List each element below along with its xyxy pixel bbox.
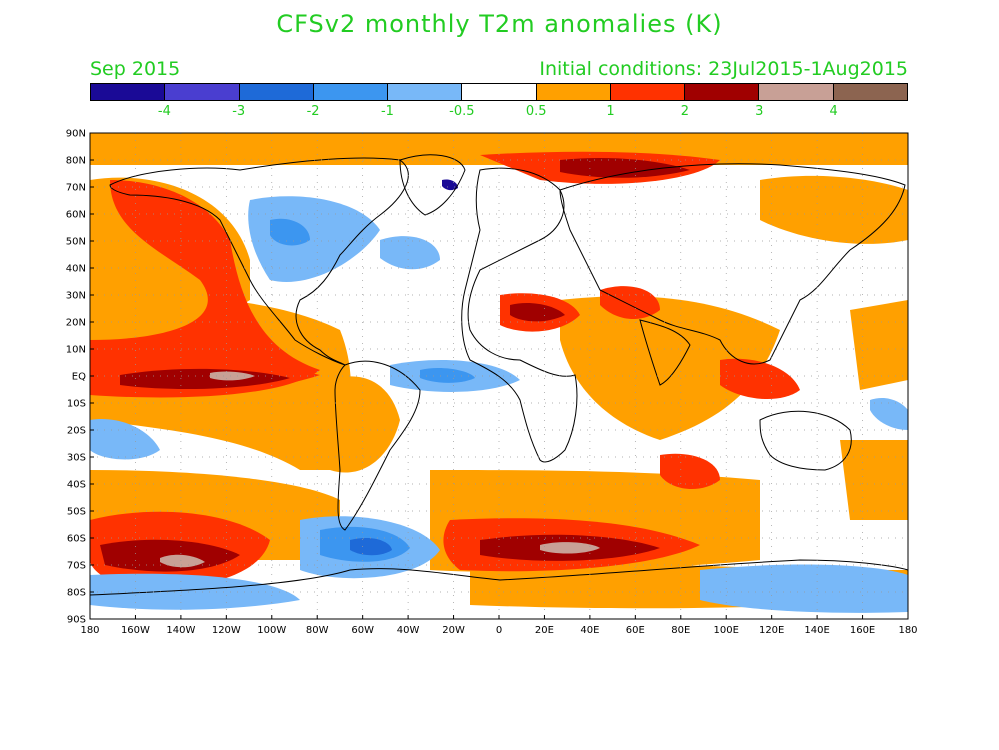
longitude-label: 60E (626, 625, 645, 636)
longitude-label: 180 (898, 625, 917, 636)
legend-swatch (685, 84, 760, 100)
latitude-label: 30N (66, 291, 86, 302)
legend-label: 3 (755, 104, 764, 119)
latitude-label: 20N (66, 318, 86, 329)
latitude-label: 40S (67, 480, 86, 491)
legend-label: -3 (232, 104, 246, 119)
longitude-labels: 180 160W 140W 120W 100W 80W 60W 40W 20W 0 20E 40E 60… (80, 615, 918, 636)
latitude-label: 10S (67, 399, 86, 410)
latitude-label: EQ (72, 372, 86, 383)
longitude-label: 40E (580, 625, 599, 636)
longitude-label: 100W (257, 625, 286, 636)
longitude-label: 120E (759, 625, 784, 636)
legend-label: -0.5 (449, 104, 475, 119)
longitude-label: 40W (397, 625, 420, 636)
legend-label: 4 (829, 104, 838, 119)
latitude-label: 90S (67, 615, 86, 626)
legend-swatch (610, 84, 686, 100)
latitude-label: 80N (66, 156, 86, 167)
legend-swatch (313, 84, 389, 100)
longitude-label: 20W (442, 625, 465, 636)
legend-swatch (239, 84, 314, 100)
latitude-label: 30S (67, 453, 86, 464)
latitude-label: 60S (67, 534, 86, 545)
latitude-labels: 90N 80N 70N 60N 50N 40N 30N 20N 10N EQ 10S 20S 30S 40… (66, 129, 94, 626)
chart-title: CFSv2 monthly T2m anomalies (K) (276, 10, 723, 38)
coastlines (89, 154, 909, 596)
longitude-label: 160E (850, 625, 875, 636)
longitude-label: 80E (671, 625, 690, 636)
legend-swatch (165, 84, 240, 100)
legend-swatch (91, 84, 166, 100)
legend-swatch (536, 84, 611, 100)
longitude-label: 0 (496, 625, 502, 636)
legend-label: -2 (306, 104, 320, 119)
initial-conditions: Initial conditions: 23Jul2015-1Aug2015 (539, 58, 908, 80)
legend-label: -4 (157, 104, 171, 119)
latitude-label: 70S (67, 561, 86, 572)
legend-swatch (388, 84, 463, 100)
legend-label: 0.5 (525, 104, 547, 119)
legend-swatch (833, 84, 907, 100)
longitude-label: 60W (351, 625, 374, 636)
latitude-label: 20S (67, 426, 86, 437)
legend-swatch (462, 84, 537, 100)
legend-label: 1 (606, 104, 615, 119)
forecast-month: Sep 2015 (90, 58, 181, 80)
latitude-label: 10N (66, 345, 86, 356)
longitude-label: 160W (121, 625, 150, 636)
latitude-label: 40N (66, 264, 86, 275)
legend-label: 2 (680, 104, 690, 119)
longitude-label: 180 (80, 625, 99, 636)
latitude-label: 50S (67, 507, 86, 518)
longitude-label: 20E (535, 625, 554, 636)
longitude-label: 140E (804, 625, 829, 636)
longitude-label: 140W (166, 625, 195, 636)
latitude-label: 70N (66, 183, 86, 194)
longitude-label: 100E (714, 625, 739, 636)
latitude-label: 50N (66, 237, 86, 248)
longitude-label: 80W (306, 625, 329, 636)
color-legend-labels: -4 -3 -2 -1 -0.5 0.5 1 2 3 4 (90, 104, 908, 122)
latitude-label: 60N (66, 210, 86, 221)
longitude-label: 120W (212, 625, 241, 636)
latitude-label: 80S (67, 588, 86, 599)
legend-label: -1 (380, 104, 394, 119)
latitude-label: 90N (66, 129, 86, 140)
legend-swatch (759, 84, 834, 100)
color-legend-bar (90, 83, 908, 101)
